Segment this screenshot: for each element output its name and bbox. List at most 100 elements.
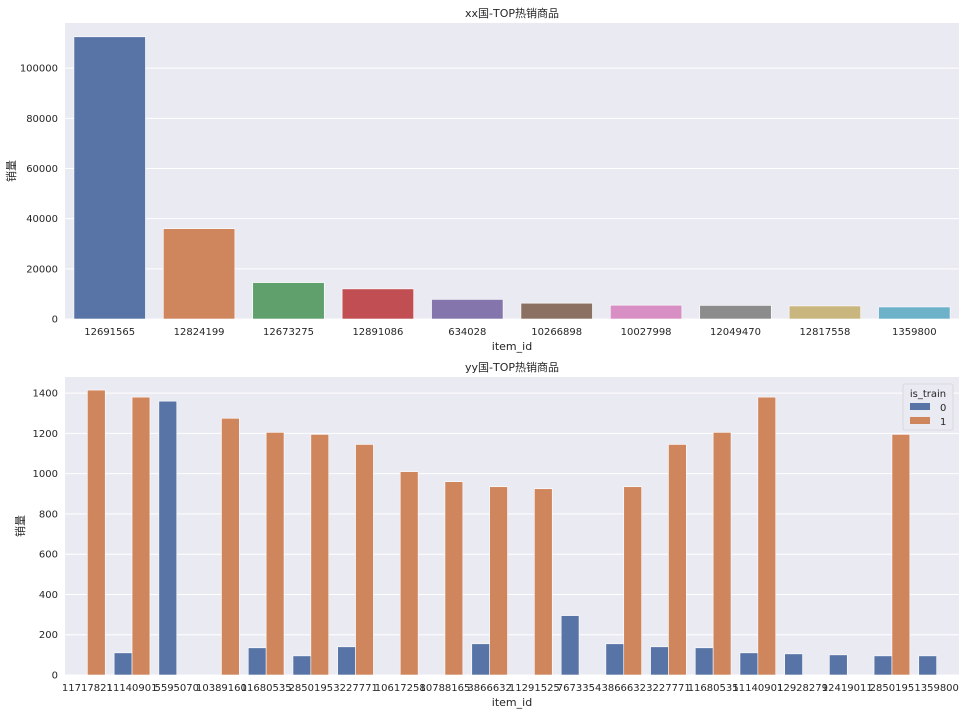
chart-title-top: xx国-TOP热销商品 (465, 6, 559, 20)
legend-swatch-1 (910, 417, 930, 424)
y-tick-label: 600 (39, 550, 58, 561)
bar-3227771-is_train-1 (668, 444, 687, 676)
legend-label-1: 1 (940, 417, 946, 428)
y-tick-label: 100000 (20, 64, 58, 75)
bar-1359800-is_train-0 (918, 655, 937, 676)
bars-top (73, 36, 951, 320)
x-axis-label-top: item_id (492, 340, 532, 353)
chart-top: 0 20000 40000 60000 80000 100000 12691565 1282… (4, 6, 959, 353)
gridlines-bottom (65, 392, 959, 676)
y-tick-label: 40000 (26, 214, 58, 225)
bar-10788165-is_train-1 (444, 481, 464, 676)
y-tick-label: 80000 (26, 114, 58, 125)
bar-5595070-is_train-0 (158, 400, 178, 676)
bar-2850195-is_train-0 (292, 655, 312, 676)
bar-11717821-is_train-1 (87, 389, 106, 676)
bar-11680535-is_train-1 (265, 432, 285, 676)
bar-10266898 (520, 302, 593, 320)
x-ticks-top: 12691565 12824199 12673275 12891086 634028 10… (84, 327, 936, 338)
y-tick-label: 1200 (33, 429, 58, 440)
x-tick-label: 634028 (448, 327, 486, 338)
x-tick-label: 3227771 (333, 683, 378, 694)
bar-12928279-is_train-0 (784, 653, 803, 676)
x-tick-label: 11291525 (509, 683, 560, 694)
y-tick-label: 0 (52, 315, 58, 326)
legend-title: is_train (910, 389, 946, 400)
bar-1359800 (878, 306, 951, 320)
x-tick-label: 1359800 (892, 327, 937, 338)
x-ticks-bottom: 1171782111140901559507010389160116805352… (62, 683, 959, 694)
x-axis-label-bottom: item_id (492, 696, 532, 709)
bar-10389160-is_train-1 (221, 417, 240, 676)
x-tick-label: 12928279 (777, 683, 828, 694)
y-tick-label: 1000 (33, 469, 58, 480)
bar-3227771-is_train-1 (355, 444, 374, 676)
y-axis-label-bottom: 销量 (13, 515, 27, 537)
y-tick-label: 1400 (33, 389, 58, 400)
x-tick-label: 3227771 (646, 683, 691, 694)
x-tick-label: 12691565 (84, 327, 135, 338)
bar-11680535-is_train-0 (247, 647, 267, 676)
bar-10617258-is_train-1 (399, 471, 419, 676)
bar-12817558 (788, 305, 861, 320)
x-tick-label: 3866632 (467, 683, 512, 694)
bar-12419011-is_train-0 (829, 654, 848, 676)
bar-3227771-is_train-0 (650, 646, 669, 676)
x-tick-label: 12419011 (822, 683, 873, 694)
x-tick-label: 10788165 (419, 683, 470, 694)
y-tick-label: 400 (39, 590, 58, 601)
y-tick-label: 60000 (26, 164, 58, 175)
bar-11680535-is_train-1 (712, 432, 732, 676)
y-ticks-bottom: 0 200 400 600 800 1000 1200 1400 (33, 389, 58, 682)
plot-area-bottom (65, 377, 959, 675)
bar-11140901-is_train-0 (739, 652, 759, 676)
bar-11291525-is_train-1 (534, 488, 553, 676)
x-tick-label: 11680535 (241, 683, 292, 694)
bar-11140901-is_train-1 (131, 396, 151, 676)
bar-11140901-is_train-1 (757, 396, 777, 676)
bar-12673275 (252, 282, 325, 320)
x-tick-label: 2850195 (289, 683, 334, 694)
chart-title-bottom: yy国-TOP热销商品 (465, 360, 559, 374)
bar-3866632-is_train-1 (623, 486, 642, 676)
bar-2850195-is_train-1 (891, 434, 911, 676)
legend: is_train 0 1 (902, 383, 954, 431)
x-tick-label: 10027998 (621, 327, 672, 338)
y-ticks-top: 0 20000 40000 60000 80000 100000 (20, 64, 58, 326)
x-tick-label: 11140901 (732, 683, 783, 694)
bar-12049470 (699, 305, 772, 320)
x-tick-label: 10389160 (196, 683, 247, 694)
bar-10027998 (610, 304, 683, 320)
x-tick-label: 11140901 (107, 683, 158, 694)
x-tick-label: 12891086 (352, 327, 403, 338)
y-axis-label-top: 销量 (4, 160, 18, 182)
x-tick-label: 12049470 (710, 327, 761, 338)
x-tick-label: 5595070 (154, 683, 199, 694)
x-tick-label: 2850195 (870, 683, 915, 694)
x-tick-label: 12824199 (174, 327, 225, 338)
bar-2850195-is_train-0 (873, 655, 893, 676)
x-tick-label: 3866632 (601, 683, 646, 694)
y-tick-label: 800 (39, 509, 58, 520)
bar-634028 (431, 299, 504, 320)
bar-2850195-is_train-1 (310, 434, 330, 676)
legend-label-0: 0 (940, 403, 946, 414)
bar-12891086 (341, 288, 414, 320)
bar-3227771-is_train-0 (337, 646, 356, 676)
y-tick-label: 0 (52, 671, 58, 682)
x-tick-label: 7673354 (557, 683, 602, 694)
x-tick-label: 1359800 (914, 683, 959, 694)
bar-11680535-is_train-0 (694, 647, 714, 676)
bar-3866632-is_train-0 (471, 643, 490, 676)
bar-12824199 (163, 228, 236, 320)
x-tick-label: 12673275 (263, 327, 314, 338)
y-tick-label: 20000 (26, 264, 58, 275)
bars-bottom (87, 389, 937, 676)
bar-3866632-is_train-0 (605, 643, 625, 676)
x-tick-label: 12817558 (799, 327, 850, 338)
x-tick-label: 10266898 (531, 327, 582, 338)
bar-7673354-is_train-0 (560, 615, 580, 676)
bar-11140901-is_train-0 (113, 652, 133, 676)
